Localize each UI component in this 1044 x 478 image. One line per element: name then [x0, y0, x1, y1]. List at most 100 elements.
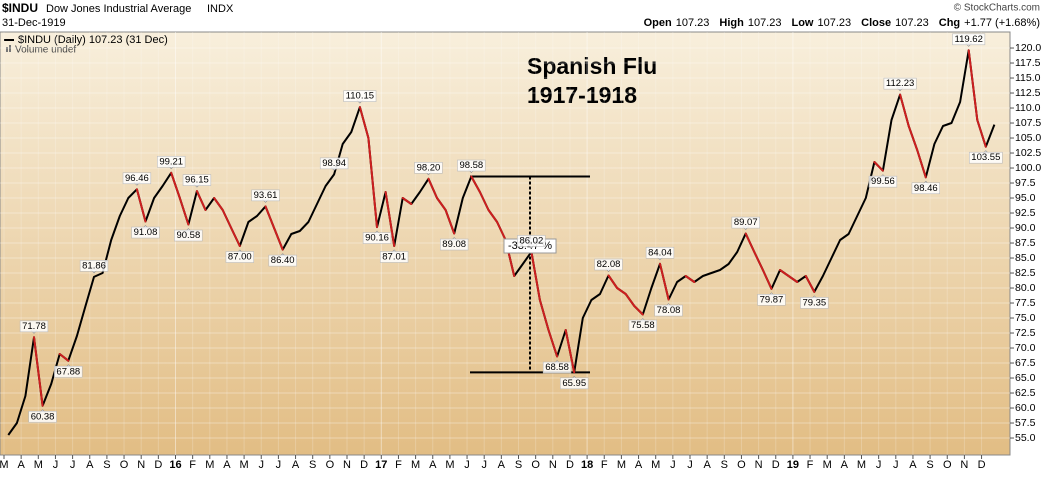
x-tick-label: S: [103, 459, 110, 471]
data-label-text: 87.00: [228, 252, 252, 263]
data-label-bg: [883, 77, 917, 90]
data-label-text: 98.20: [417, 162, 441, 173]
legend-entry: $INDU (Daily) 107.23 (31 Dec): [18, 34, 168, 46]
down-segment: [213, 197, 224, 211]
data-label-bg: [182, 174, 212, 186]
x-tick-label: A: [223, 459, 231, 471]
data-label-bg: [414, 162, 443, 174]
x-tick-label: M: [0, 459, 9, 471]
down-segment: [384, 191, 396, 247]
data-label: 60.38: [28, 410, 57, 423]
data-label: 90.58: [174, 229, 203, 242]
data-label-text: 84.04: [648, 247, 672, 258]
data-label: 75.58: [628, 319, 658, 332]
down-segment: [976, 119, 987, 148]
data-label-text: 98.94: [322, 158, 346, 169]
data-label-bg: [560, 377, 589, 390]
x-tick-label: J: [276, 459, 282, 471]
x-tick-label: S: [515, 459, 522, 471]
x-tick-label: A: [635, 459, 643, 471]
x-tick-label: 19: [787, 459, 799, 471]
y-tick-label: 117.5: [1015, 57, 1041, 69]
y-tick-label: 110.0: [1015, 102, 1041, 114]
quote-value: 107.23: [676, 17, 710, 29]
volume-icon: [9, 45, 11, 52]
data-label: 84.04: [645, 246, 675, 259]
data-label: 65.95: [560, 377, 589, 390]
down-segment: [33, 336, 44, 407]
data-label-bg: [225, 251, 255, 263]
data-label: 87.01: [379, 251, 409, 263]
y-tick-label: 77.5: [1015, 297, 1036, 309]
data-label-text: 87.01: [382, 251, 406, 262]
data-label-text: 75.58: [631, 320, 655, 331]
data-label-bg: [319, 157, 349, 170]
data-label-bg: [868, 175, 898, 188]
down-segment: [607, 274, 619, 289]
y-tick-label: 82.5: [1015, 267, 1036, 279]
data-label: 99.21: [157, 155, 186, 168]
volume-icon: [6, 47, 8, 52]
x-tick-label: A: [429, 459, 437, 471]
y-tick-label: 80.0: [1015, 282, 1036, 294]
x-tick-label: N: [960, 459, 968, 471]
x-tick-label: F: [601, 459, 608, 471]
x-tick-label: O: [326, 459, 335, 471]
quote-label: High: [719, 17, 744, 29]
down-segment: [684, 275, 696, 283]
down-segment: [659, 262, 670, 301]
data-label-bg: [131, 226, 160, 239]
x-tick-label: M: [411, 459, 420, 471]
down-segment: [436, 197, 447, 211]
data-label-bg: [969, 151, 1003, 164]
x-tick-label: M: [617, 459, 626, 471]
x-tick-label: N: [137, 459, 145, 471]
data-label: 110.15: [343, 90, 377, 102]
down-segment: [899, 93, 910, 127]
x-tick-label: J: [464, 459, 470, 471]
x-tick-label: D: [360, 459, 368, 471]
down-segment: [530, 250, 541, 301]
data-label: 91.08: [131, 226, 160, 239]
x-tick-label: D: [978, 459, 986, 471]
data-label: 96.46: [122, 172, 152, 185]
annotation-title: Spanish Flu: [527, 53, 657, 79]
data-label-text: 71.78: [22, 321, 46, 332]
data-label-text: 86.02: [519, 235, 543, 246]
down-segment: [264, 205, 276, 229]
data-label: 81.86: [79, 260, 109, 272]
data-label-text: 89.08: [442, 239, 466, 250]
x-tick-label: M: [445, 459, 454, 471]
data-label-text: 86.40: [271, 255, 295, 266]
quote-label: Chg: [939, 17, 960, 29]
data-label-text: 65.95: [562, 378, 586, 389]
data-label: 82.08: [594, 258, 623, 271]
x-tick-label: D: [154, 459, 162, 471]
down-segment: [873, 161, 884, 172]
x-tick-label: F: [395, 459, 402, 471]
data-label-text: 93.61: [254, 190, 278, 201]
data-label-text: 110.15: [346, 91, 374, 102]
down-segment: [58, 353, 70, 362]
down-segment: [787, 275, 799, 283]
data-label-text: 96.15: [185, 175, 209, 186]
y-tick-label: 65.0: [1015, 372, 1036, 384]
x-tick-label: N: [343, 459, 351, 471]
x-tick-label: D: [772, 459, 780, 471]
data-label-bg: [800, 297, 829, 309]
data-label-bg: [911, 182, 941, 195]
down-segment: [547, 329, 559, 358]
x-tick-label: J: [481, 459, 487, 471]
quote-value: +1.77 (+1.68%): [964, 17, 1040, 29]
x-tick-label: M: [205, 459, 214, 471]
x-tick-label: O: [737, 459, 746, 471]
data-label-text: 90.58: [176, 230, 200, 241]
data-label: 89.08: [439, 238, 469, 251]
data-label: 90.16: [362, 232, 392, 244]
data-label-text: 79.87: [760, 294, 784, 305]
y-tick-label: 57.5: [1015, 417, 1036, 429]
data-label-bg: [343, 90, 377, 102]
data-label-bg: [439, 238, 469, 251]
down-segment: [273, 227, 284, 251]
